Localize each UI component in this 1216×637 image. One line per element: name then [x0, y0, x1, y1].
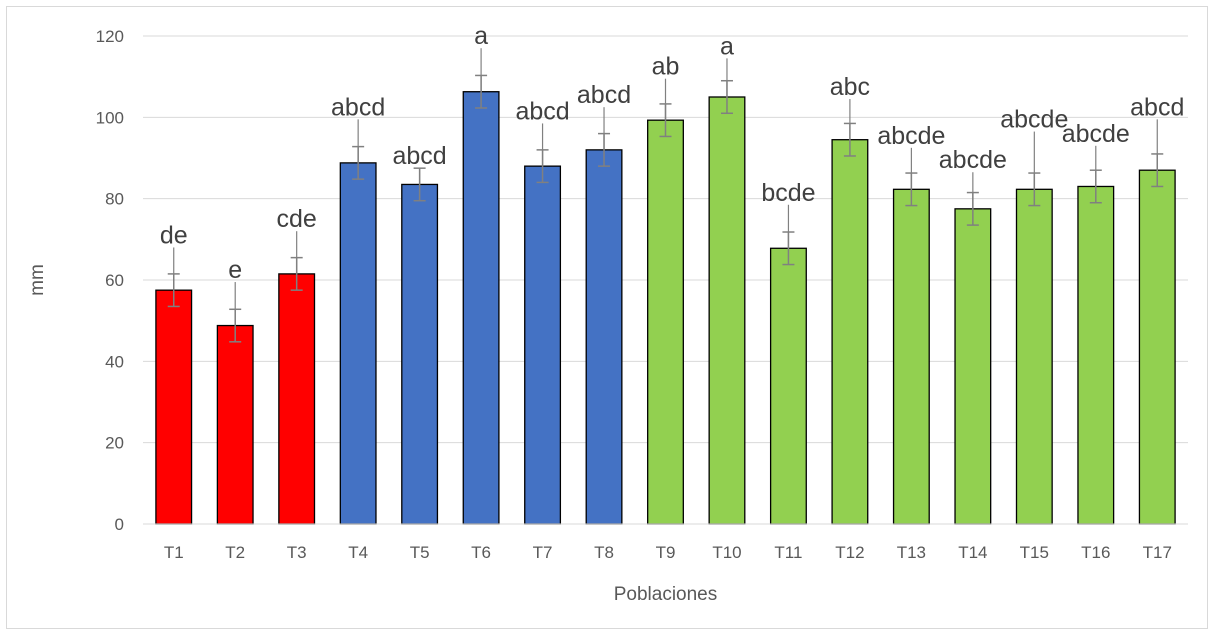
x-axis-ticks: T1 T2 T3 T4 T5 T6 T7 T8 T9 T10 T11 T12 T13 T14 T15 T16 T… [164, 543, 1172, 562]
x-tick-label: T8 [594, 543, 614, 562]
x-tick-label: T6 [471, 543, 491, 562]
bar [462, 91, 500, 525]
x-tick-label: T5 [410, 543, 430, 562]
significance-label: abcd [577, 81, 631, 109]
bar [585, 149, 623, 525]
x-tick-label: T11 [774, 543, 802, 562]
x-axis-title: Poblaciones [614, 584, 718, 605]
x-tick-label: T13 [897, 543, 926, 562]
bar [155, 289, 193, 525]
significance-labels: deecdeabcdabcdaabcdabcdababcdeabcabcdeab… [160, 22, 1185, 284]
significance-label: ab [652, 53, 680, 81]
bar [524, 165, 562, 525]
x-tick-label: T15 [1020, 543, 1049, 562]
significance-label: a [720, 32, 734, 60]
significance-label: abcd [1130, 93, 1184, 121]
significance-label: abcde [939, 146, 1007, 174]
bar [708, 96, 746, 525]
significance-label: abcde [877, 122, 945, 150]
bar [401, 183, 439, 525]
y-tick-label: 60 [105, 271, 124, 290]
bars [155, 91, 1176, 525]
x-tick-label: T14 [958, 543, 987, 562]
x-tick-label: T4 [348, 543, 368, 562]
bar [278, 273, 316, 525]
significance-label: abcde [1062, 120, 1130, 148]
bar [1077, 185, 1115, 525]
bar [647, 119, 684, 525]
x-tick-label: T16 [1081, 543, 1110, 562]
significance-label: bcde [761, 179, 815, 207]
bar [216, 324, 254, 525]
x-tick-label: T2 [225, 543, 245, 562]
x-tick-label: T3 [287, 543, 307, 562]
error-bars [167, 48, 1164, 343]
x-tick-label: T10 [712, 543, 741, 562]
bar [1138, 169, 1176, 525]
y-tick-label: 100 [96, 108, 124, 127]
x-tick-label: T1 [164, 543, 184, 562]
y-axis-title: mm [27, 264, 48, 296]
significance-label: abcd [331, 93, 385, 121]
y-tick-label: 20 [105, 434, 124, 453]
y-tick-label: 40 [105, 352, 124, 371]
bar [339, 162, 377, 525]
significance-label: abcde [1000, 106, 1068, 134]
x-tick-label: T9 [656, 543, 676, 562]
significance-label: a [474, 22, 488, 50]
bar [769, 247, 807, 525]
y-axis-ticks: 0 20 40 60 80 100 120 [96, 27, 124, 534]
bar [892, 188, 930, 525]
bar [954, 208, 992, 525]
x-tick-label: T7 [533, 543, 553, 562]
bar [831, 139, 869, 525]
significance-label: cde [277, 205, 317, 233]
y-tick-label: 80 [105, 190, 124, 209]
significance-label: abcd [393, 142, 447, 170]
x-tick-label: T17 [1143, 543, 1172, 562]
significance-label: abc [830, 73, 870, 101]
significance-label: e [228, 256, 242, 284]
significance-label: de [160, 221, 188, 249]
y-tick-label: 120 [96, 27, 124, 46]
x-tick-label: T12 [835, 543, 864, 562]
y-tick-label: 0 [115, 515, 124, 534]
significance-label: abcd [515, 97, 569, 125]
bar [1015, 188, 1053, 525]
